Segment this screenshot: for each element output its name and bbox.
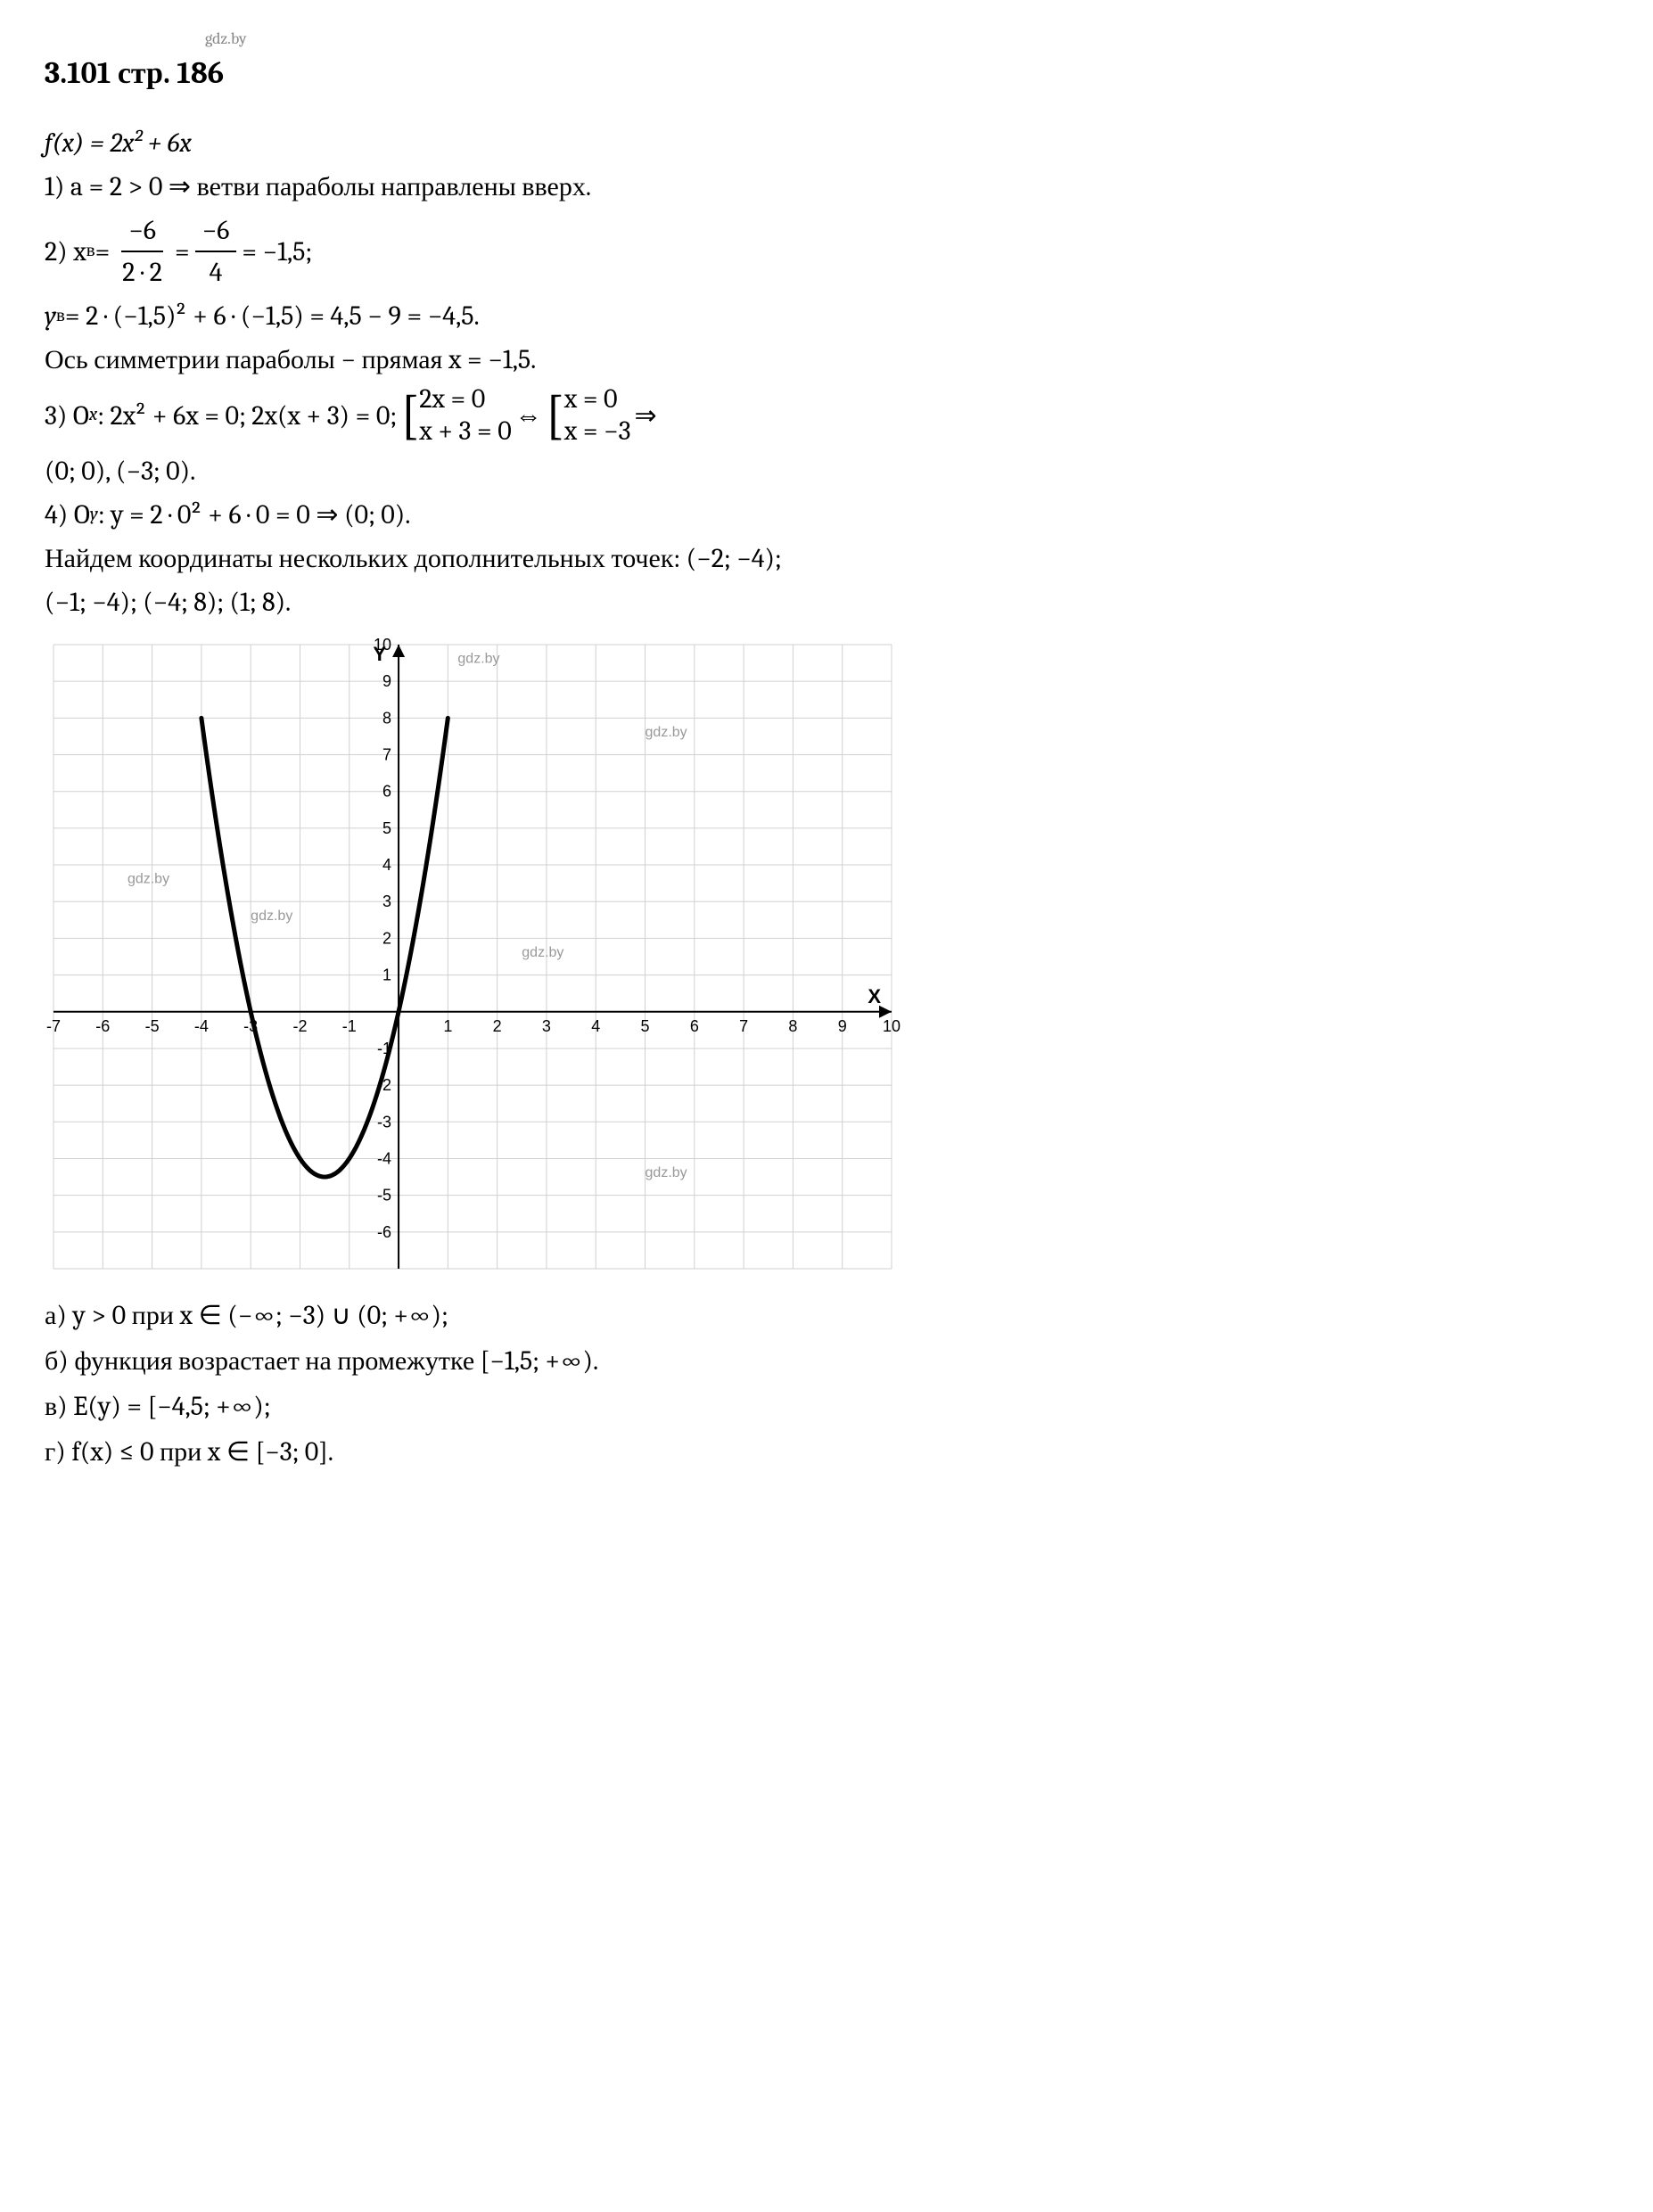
svg-text:4: 4 — [591, 1017, 600, 1035]
svg-text:1: 1 — [443, 1017, 452, 1035]
svg-text:7: 7 — [739, 1017, 748, 1035]
svg-text:6: 6 — [690, 1017, 699, 1035]
svg-text:-2: -2 — [292, 1017, 307, 1035]
svg-text:10: 10 — [883, 1017, 901, 1035]
svg-text:-7: -7 — [46, 1017, 61, 1035]
extra-points-2: (−1; −4); (−4; 8); (1; 8). — [45, 582, 1608, 622]
step-1: 1) a = 2 > 0 ⇒ ветви параболы направлены… — [45, 167, 1608, 207]
svg-text:9: 9 — [382, 672, 391, 690]
step-4: 4) Oy: y = 2 · 0² + 6 · 0 = 0 ⇒ (0; 0). — [45, 495, 1608, 535]
svg-text:3: 3 — [382, 892, 391, 910]
svg-text:gdz.by: gdz.by — [251, 909, 292, 924]
step-2b: yв = 2 · (−1,5)² + 6 · (−1,5) = 4,5 − 9 … — [45, 296, 1608, 336]
step-3a: 3) Ox: 2x² + 6x = 0; 2x(x + 3) = 0; [ 2x… — [45, 383, 1608, 448]
step-2c: Ось симметрии параболы − прямая x = −1,5… — [45, 340, 1608, 380]
svg-text:-6: -6 — [377, 1223, 391, 1241]
svg-text:2: 2 — [382, 929, 391, 947]
svg-text:9: 9 — [838, 1017, 847, 1035]
svg-text:-5: -5 — [145, 1017, 160, 1035]
svg-text:gdz.by: gdz.by — [646, 1165, 687, 1180]
svg-text:5: 5 — [382, 819, 391, 837]
svg-text:-3: -3 — [377, 1113, 391, 1131]
svg-text:gdz.by: gdz.by — [522, 945, 563, 960]
svg-text:-5: -5 — [377, 1187, 391, 1205]
svg-text:8: 8 — [788, 1017, 797, 1035]
answer-a: а) y > 0 при x ∈ (−∞; −3) ∪ (0; +∞); — [45, 1295, 1608, 1336]
answer-d: г) f(x) ≤ 0 при x ∈ [−3; 0]. — [45, 1432, 1608, 1472]
svg-text:3: 3 — [542, 1017, 551, 1035]
parabola-chart: -7-6-5-4-3-2-112345678910-6-5-4-3-2-1123… — [45, 636, 1608, 1278]
extra-points-1: Найдем координаты нескольких дополнитель… — [45, 539, 1608, 579]
svg-text:2: 2 — [493, 1017, 502, 1035]
page-title: 3.101 стр. 186 — [45, 51, 1608, 96]
svg-text:-4: -4 — [194, 1017, 209, 1035]
svg-text:7: 7 — [382, 746, 391, 764]
step-2a: 2) xв = −62 · 2 = −64 = −1,5; — [45, 210, 1608, 292]
step-3b: (0; 0), (−3; 0). — [45, 451, 1608, 491]
svg-text:8: 8 — [382, 709, 391, 727]
svg-text:Y: Y — [373, 643, 386, 665]
svg-text:6: 6 — [382, 783, 391, 801]
answer-c: в) E(y) = [−4,5; +∞); — [45, 1386, 1608, 1427]
svg-text:gdz.by: gdz.by — [457, 652, 499, 667]
svg-text:gdz.by: gdz.by — [127, 872, 169, 887]
svg-text:-1: -1 — [342, 1017, 357, 1035]
svg-text:1: 1 — [382, 966, 391, 984]
answer-b: б) функция возрастает на промежутке [−1,… — [45, 1341, 1608, 1381]
svg-text:gdz.by: gdz.by — [646, 725, 687, 740]
svg-text:X: X — [868, 985, 881, 1007]
svg-text:5: 5 — [641, 1017, 650, 1035]
svg-text:-6: -6 — [95, 1017, 110, 1035]
function-definition: f(x) = 2x² + 6x — [45, 123, 1608, 163]
svg-text:4: 4 — [382, 856, 391, 874]
watermark-top: gdz.by — [205, 27, 1608, 51]
svg-text:-4: -4 — [377, 1149, 391, 1167]
